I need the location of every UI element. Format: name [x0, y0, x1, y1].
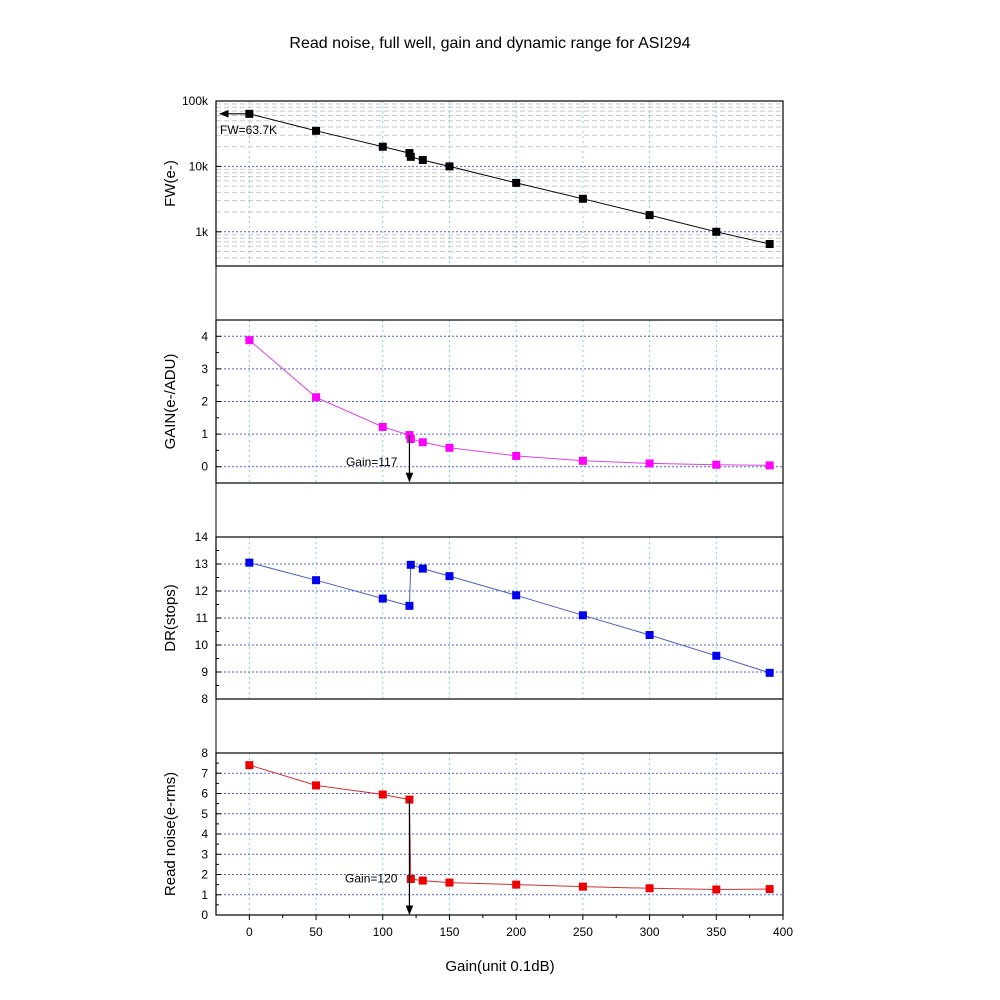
x-tick-label: 50 [309, 925, 323, 939]
gain-data-point [445, 443, 454, 452]
gain-data-point [418, 438, 427, 447]
x-tick-label: 0 [246, 925, 253, 939]
gain-data-point [578, 456, 587, 465]
fw-data-point [378, 142, 387, 151]
fw-y-tick-label: 100k [182, 94, 209, 108]
dr-data-point [378, 594, 387, 603]
dr-y-tick-label: 8 [201, 692, 208, 706]
rn-y-tick-label: 2 [201, 868, 208, 882]
dr-data-point [312, 576, 321, 585]
dr-data-point [512, 591, 521, 600]
gain-y-tick-label: 2 [201, 395, 208, 409]
rn-series-line [249, 764, 770, 891]
fw-y-tick-label: 1k [195, 225, 209, 239]
gain-y-tick-label: 3 [201, 362, 208, 376]
fw-annotation-label: FW=63.7K [220, 123, 277, 137]
rn-data-point [712, 885, 721, 894]
dr-series-line [249, 562, 770, 674]
rn-data-point [312, 781, 321, 790]
dr-data-point [406, 560, 415, 569]
gain-data-point [406, 434, 415, 443]
gain-series-line [249, 339, 770, 466]
gain-data-point [765, 461, 774, 470]
x-tick-label: 300 [640, 925, 660, 939]
spacer-panel-2 [215, 482, 784, 538]
rn-data-point [406, 874, 415, 883]
x-tick-label: 100 [373, 925, 393, 939]
fw-plot-frame [215, 100, 784, 267]
fw-data-point [765, 240, 774, 249]
dr-y-tick-label: 10 [195, 638, 209, 652]
rn-data-point [765, 885, 774, 894]
fw-series-line [249, 113, 770, 245]
rn-data-point [578, 882, 587, 891]
rn-y-tick-label: 1 [201, 888, 208, 902]
x-tick-label: 250 [573, 925, 593, 939]
fw-data-point [712, 227, 721, 236]
fw-y-axis-label: FW(e-) [162, 160, 179, 207]
rn-y-axis-label: Read noise(e-rms) [162, 772, 179, 896]
x-tick-label: 400 [773, 925, 793, 939]
dr-data-point [245, 558, 254, 567]
gain-y-tick-label: 4 [201, 329, 208, 343]
dr-data-point [405, 601, 414, 610]
dr-y-tick-label: 9 [201, 665, 208, 679]
rn-data-point [245, 761, 254, 770]
rn-y-tick-label: 6 [201, 787, 208, 801]
fw-data-point [578, 194, 587, 203]
dr-data-point [712, 651, 721, 660]
fw-data-point [445, 162, 454, 171]
gain-y-tick-label: 1 [201, 427, 208, 441]
fw-data-point [312, 126, 321, 135]
fw-data-point [512, 178, 521, 187]
fw-data-point [406, 152, 415, 161]
rn-data-point [645, 884, 654, 893]
x-tick-label: 350 [706, 925, 726, 939]
rn-y-tick-label: 4 [201, 827, 208, 841]
gain-annotation-label: Gain=117 [346, 455, 398, 469]
spacer-panel-1 [215, 265, 784, 321]
fw-y-tick-label: 10k [189, 159, 209, 173]
rn-data-point [445, 878, 454, 887]
dr-data-point [645, 631, 654, 640]
dr-y-axis-label: DR(stops) [162, 584, 179, 652]
gain-data-point [378, 422, 387, 431]
x-tick-label: 150 [439, 925, 459, 939]
x-axis-label: Gain(unit 0.1dB) [445, 958, 554, 975]
rn-y-tick-label: 0 [201, 908, 208, 922]
chart-title: Read noise, full well, gain and dynamic … [289, 35, 690, 52]
gain-data-point [512, 451, 521, 460]
dr-y-tick-label: 14 [195, 530, 209, 544]
rn-y-tick-label: 5 [201, 807, 208, 821]
rn-y-tick-label: 7 [201, 766, 208, 780]
dr-data-point [418, 564, 427, 573]
gain-data-point [645, 459, 654, 468]
rn-annotation-label: Gain=120 [345, 872, 398, 886]
dr-y-tick-label: 11 [196, 611, 209, 625]
dr-data-point [445, 572, 454, 581]
rn-data-point [378, 790, 387, 799]
x-tick-label: 200 [506, 925, 526, 939]
dr-data-point [578, 611, 587, 620]
gain-y-tick-label: 0 [201, 460, 208, 474]
rn-y-tick-label: 8 [201, 746, 208, 760]
fw-data-point [645, 211, 654, 220]
gain-data-point [245, 336, 254, 345]
gain-data-point [712, 460, 721, 469]
spacer-panel-3 [215, 698, 784, 754]
rn-y-tick-label: 3 [201, 847, 208, 861]
dr-data-point [765, 668, 774, 677]
fw-data-point [418, 156, 427, 165]
rn-data-point [418, 876, 427, 885]
gain-y-axis-label: GAIN(e-/ADU) [162, 354, 179, 450]
dr-y-tick-label: 13 [195, 557, 209, 571]
rn-data-point [512, 880, 521, 889]
gain-data-point [312, 393, 321, 402]
dr-y-tick-label: 12 [195, 584, 209, 598]
